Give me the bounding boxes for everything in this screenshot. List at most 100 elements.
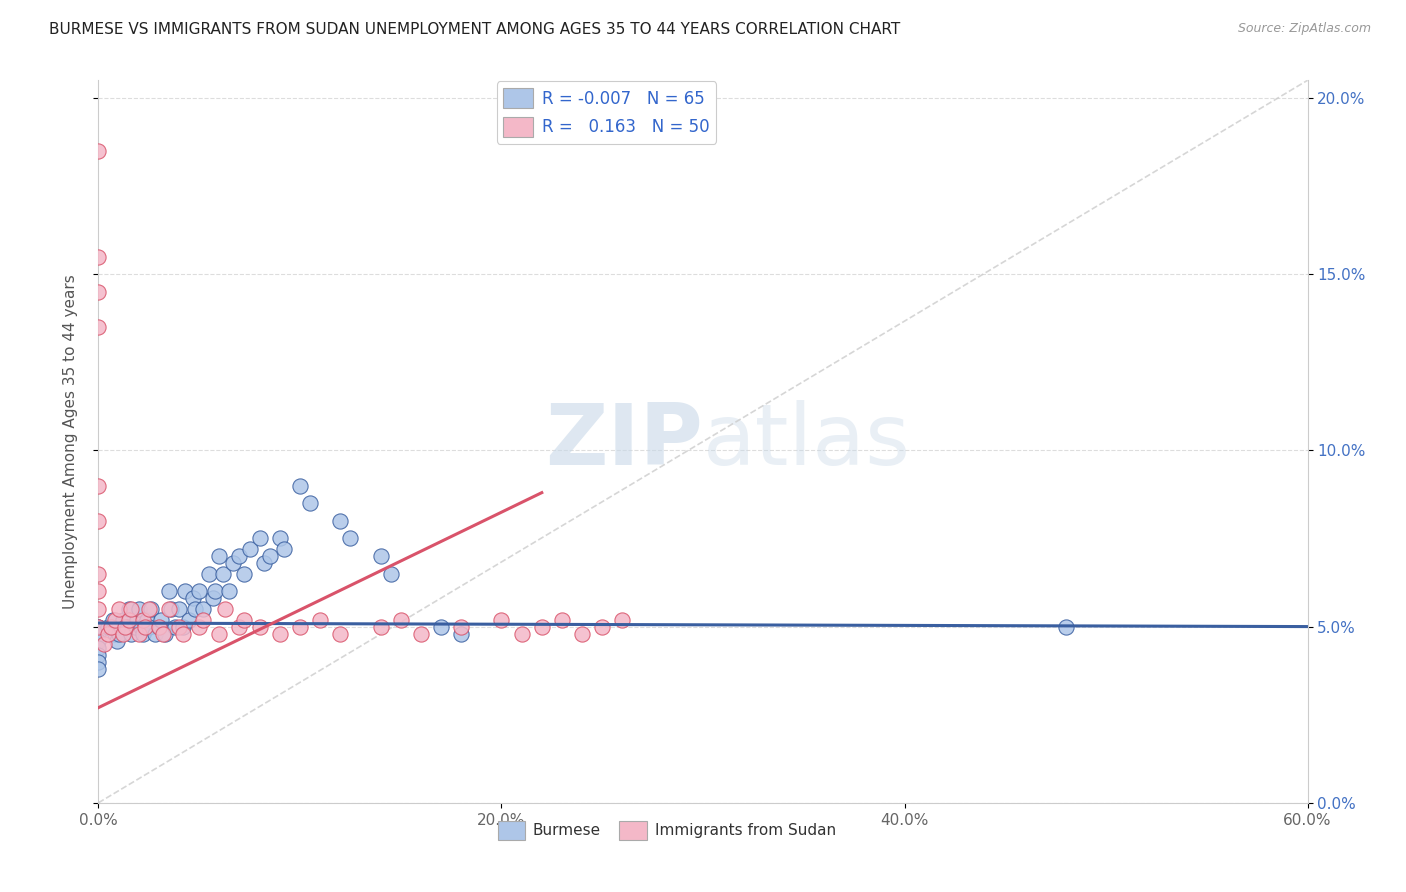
Point <box>87 250 110 264</box>
Point <box>132 626 155 640</box>
Point <box>118 613 141 627</box>
Point <box>87 514 110 528</box>
Text: ZIP: ZIP <box>546 400 703 483</box>
Point <box>135 613 157 627</box>
Point <box>87 640 110 655</box>
Point <box>87 566 110 581</box>
Point <box>87 619 110 633</box>
Point <box>139 602 162 616</box>
Point <box>259 549 281 563</box>
Point <box>409 626 432 640</box>
Point <box>107 602 129 616</box>
Point <box>450 626 472 640</box>
Point <box>551 613 574 627</box>
Point <box>232 613 254 627</box>
Point <box>612 613 634 627</box>
Point <box>188 584 211 599</box>
Point <box>309 613 332 627</box>
Point <box>299 496 322 510</box>
Point <box>100 619 122 633</box>
Point <box>105 633 128 648</box>
Point <box>87 285 110 299</box>
Point <box>129 619 152 633</box>
Point <box>157 584 180 599</box>
Point <box>103 626 125 640</box>
Point <box>212 566 235 581</box>
Point <box>249 619 271 633</box>
Point <box>450 619 472 633</box>
Point <box>120 602 142 616</box>
Point <box>228 619 250 633</box>
Point <box>198 566 221 581</box>
Point <box>124 619 146 633</box>
Point <box>149 613 172 627</box>
Point <box>491 613 513 627</box>
Point <box>97 619 120 633</box>
Point <box>222 556 245 570</box>
Point <box>114 619 136 633</box>
Point <box>128 602 150 616</box>
Point <box>143 626 166 640</box>
Point <box>111 613 134 627</box>
Point <box>118 602 141 616</box>
Point <box>148 619 170 633</box>
Point <box>232 566 254 581</box>
Point <box>87 320 110 334</box>
Point <box>184 602 207 616</box>
Point <box>172 619 194 633</box>
Point <box>148 619 170 633</box>
Point <box>430 619 453 633</box>
Point <box>87 478 110 492</box>
Point <box>193 613 215 627</box>
Point <box>239 542 262 557</box>
Point <box>120 626 142 640</box>
Point <box>87 619 110 633</box>
Point <box>107 619 129 633</box>
Point <box>167 619 190 633</box>
Point <box>591 619 613 633</box>
Point <box>111 626 134 640</box>
Point <box>208 626 231 640</box>
Point <box>530 619 553 633</box>
Point <box>101 613 124 627</box>
Point <box>571 626 593 640</box>
Point <box>152 626 174 640</box>
Point <box>370 619 392 633</box>
Point <box>172 626 194 640</box>
Point <box>125 613 148 627</box>
Point <box>93 637 115 651</box>
Point <box>253 556 276 570</box>
Point <box>179 613 201 627</box>
Point <box>103 613 125 627</box>
Point <box>269 532 291 546</box>
Point <box>87 648 110 662</box>
Point <box>163 619 186 633</box>
Point <box>202 591 225 606</box>
Point <box>134 619 156 633</box>
Point <box>288 619 311 633</box>
Point <box>269 626 291 640</box>
Text: BURMESE VS IMMIGRANTS FROM SUDAN UNEMPLOYMENT AMONG AGES 35 TO 44 YEARS CORRELAT: BURMESE VS IMMIGRANTS FROM SUDAN UNEMPLO… <box>49 22 900 37</box>
Point <box>273 542 295 557</box>
Point <box>329 514 352 528</box>
Y-axis label: Unemployment Among Ages 35 to 44 years: Unemployment Among Ages 35 to 44 years <box>63 274 77 609</box>
Point <box>204 584 226 599</box>
Point <box>214 602 236 616</box>
Point <box>380 566 402 581</box>
Point <box>132 613 155 627</box>
Point <box>329 626 352 640</box>
Point <box>174 584 197 599</box>
Point <box>138 602 160 616</box>
Point <box>107 626 129 640</box>
Text: atlas: atlas <box>703 400 911 483</box>
Point <box>188 619 211 633</box>
Point <box>339 532 361 546</box>
Point <box>87 584 110 599</box>
Legend: Burmese, Immigrants from Sudan: Burmese, Immigrants from Sudan <box>492 815 842 846</box>
Point <box>160 602 183 616</box>
Point <box>87 655 110 669</box>
Point <box>288 478 311 492</box>
Point <box>87 633 110 648</box>
Point <box>193 602 215 616</box>
Point <box>128 626 150 640</box>
